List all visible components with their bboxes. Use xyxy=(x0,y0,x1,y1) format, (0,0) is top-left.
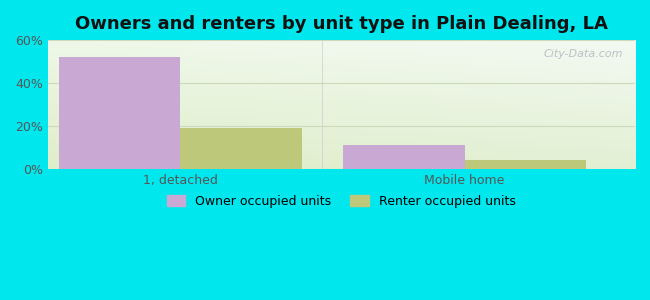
Bar xyxy=(59,57,180,169)
Bar xyxy=(180,128,302,169)
Bar xyxy=(343,145,465,169)
Title: Owners and renters by unit type in Plain Dealing, LA: Owners and renters by unit type in Plain… xyxy=(75,15,608,33)
Text: City-Data.com: City-Data.com xyxy=(544,49,623,59)
Bar xyxy=(465,160,586,169)
Legend: Owner occupied units, Renter occupied units: Owner occupied units, Renter occupied un… xyxy=(161,189,522,214)
